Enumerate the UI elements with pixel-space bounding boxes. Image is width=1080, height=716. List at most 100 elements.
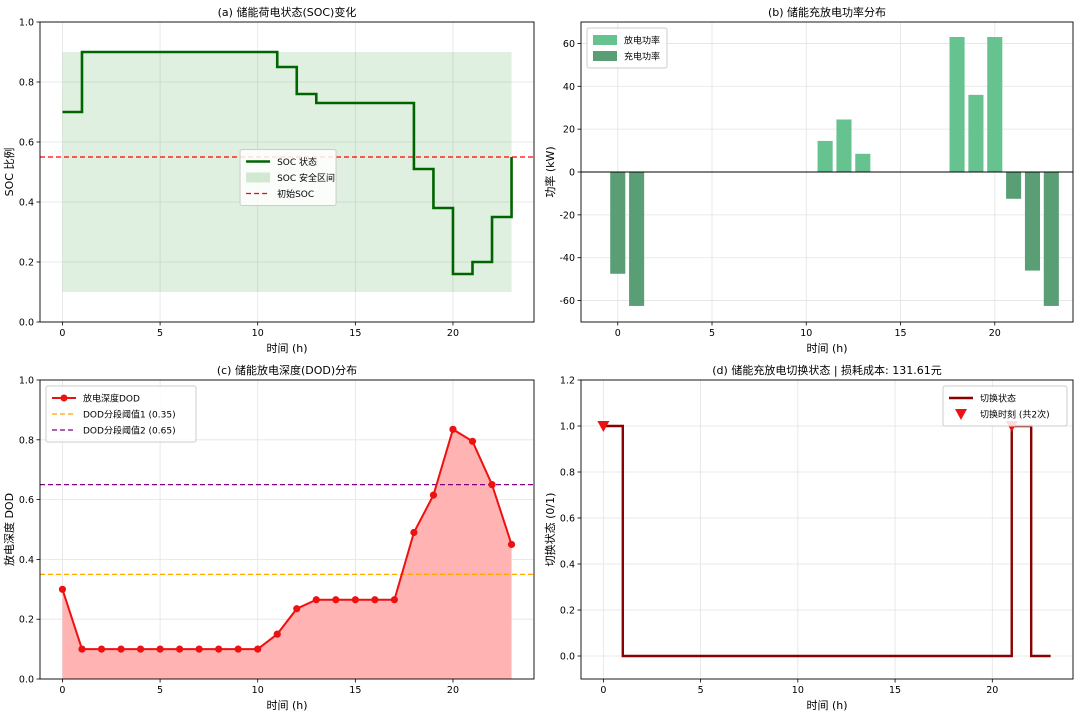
dod-point [254, 645, 262, 653]
discharge-bar [817, 140, 833, 172]
legend-box [942, 385, 1068, 427]
dod-point [97, 645, 106, 653]
x-axis-label: 时间 (h) [266, 342, 307, 355]
x-tick-label: 5 [709, 328, 715, 339]
charge-bar [629, 172, 645, 306]
y-tick-label: 0.4 [19, 555, 34, 566]
dod-point [507, 540, 516, 549]
charge-bar [1006, 172, 1022, 199]
y-tick-label: 0.2 [19, 615, 34, 626]
charge-bar [1024, 172, 1041, 271]
legend-label: SOC 状态 [277, 156, 317, 168]
y-axis-label: SOC 比例 [2, 148, 16, 197]
x-tick-label: 15 [349, 328, 361, 339]
x-tick-label: 10 [252, 328, 264, 339]
dod-point [468, 437, 477, 445]
legend-swatch [246, 172, 271, 183]
legend-label: 初始SOC [277, 188, 314, 200]
legend-box [239, 149, 337, 206]
y-tick-label: 0.6 [19, 495, 34, 506]
plot-frame [580, 379, 1074, 680]
y-tick-label: 20 [563, 125, 575, 136]
legend-label: 放电深度DOD [83, 393, 140, 405]
switch-moment-marker [597, 421, 610, 432]
legend-label: 切换状态 [980, 393, 1016, 405]
y-axis-label: 功率 (kW) [543, 146, 557, 197]
y-tick-label: 0.0 [19, 318, 34, 329]
plot-frame [39, 21, 535, 323]
y-tick-label: -60 [559, 296, 575, 307]
y-tick-label: 1.0 [19, 18, 34, 29]
y-tick-label: -40 [559, 253, 575, 264]
soc-series-line [62, 50, 513, 276]
dod-point [312, 596, 320, 604]
y-tick-label: 0.2 [19, 258, 34, 269]
y-tick-label: 0.6 [19, 138, 34, 149]
x-tick-label: 20 [989, 328, 1001, 339]
panel-c-dod: 放电深度DOD DOD分段阈值1 (0.35) DOD分段阈值2 (0.65) 0 5 1… [2, 363, 535, 712]
discharge-bar [949, 37, 965, 172]
dod-point [293, 605, 301, 613]
dod-point [488, 481, 496, 489]
y-tick-label: 1.0 [19, 376, 34, 387]
x-tick-label: 5 [157, 328, 163, 339]
dod-point [215, 645, 223, 653]
dod-point [58, 585, 67, 593]
legend-swatch [593, 51, 617, 61]
dod-point [78, 645, 86, 653]
dod-area-fill [62, 429, 512, 679]
dod-point [390, 596, 398, 604]
y-tick-label: 0 [569, 168, 575, 179]
y-tick-label: 0.4 [560, 560, 575, 571]
legend: 放电深度DOD DOD分段阈值1 (0.35) DOD分段阈值2 (0.65) [45, 385, 197, 443]
switch-state-line [603, 424, 1051, 658]
chart-title: (b) 储能充放电功率分布 [768, 5, 886, 19]
chart-title: (d) 储能充放电切换状态 | 损耗成本: 131.61元 [712, 363, 941, 377]
x-tick-label: 15 [349, 685, 361, 696]
x-tick-label: 15 [894, 328, 906, 339]
x-tick-label: 0 [59, 328, 65, 339]
y-tick-label: 0.0 [19, 675, 34, 686]
charge-bar [610, 172, 626, 274]
legend-label: SOC 安全区间 [277, 172, 335, 184]
y-tick-label: 40 [563, 82, 575, 93]
x-tick-label: 10 [800, 328, 812, 339]
charge-bar [1043, 172, 1059, 306]
chart-title: (a) 储能荷电状态(SOC)变化 [218, 5, 357, 19]
y-tick-label: -20 [559, 210, 575, 221]
dod-point [371, 596, 379, 604]
dod-point [136, 645, 145, 653]
x-tick-label: 5 [698, 685, 704, 696]
discharge-bar [855, 153, 871, 172]
legend-marker [955, 409, 967, 420]
x-tick-label: 20 [447, 328, 459, 339]
x-axis-label: 时间 (h) [806, 342, 847, 355]
dod-point [176, 645, 184, 653]
dod-point [449, 425, 457, 433]
y-tick-label: 0.0 [560, 652, 575, 663]
legend-box [45, 385, 197, 443]
discharge-bar [987, 37, 1003, 172]
y-tick-label: 60 [563, 39, 575, 50]
y-axis-label: 切换状态 (0/1) [543, 493, 557, 567]
dod-point [195, 645, 203, 653]
dod-point [117, 645, 125, 653]
dod-point [410, 528, 418, 537]
legend-swatch [593, 35, 617, 45]
x-tick-label: 10 [252, 685, 264, 696]
legend-label: DOD分段阈值2 (0.65) [83, 425, 176, 437]
x-tick-label: 0 [600, 685, 606, 696]
dod-point [429, 491, 438, 499]
dod-point [351, 596, 359, 604]
x-tick-label: 20 [986, 685, 998, 696]
legend-label: DOD分段阈值1 (0.35) [83, 409, 176, 421]
discharge-bar [968, 94, 984, 172]
y-tick-label: 0.8 [19, 435, 34, 446]
y-tick-label: 0.4 [19, 198, 34, 209]
